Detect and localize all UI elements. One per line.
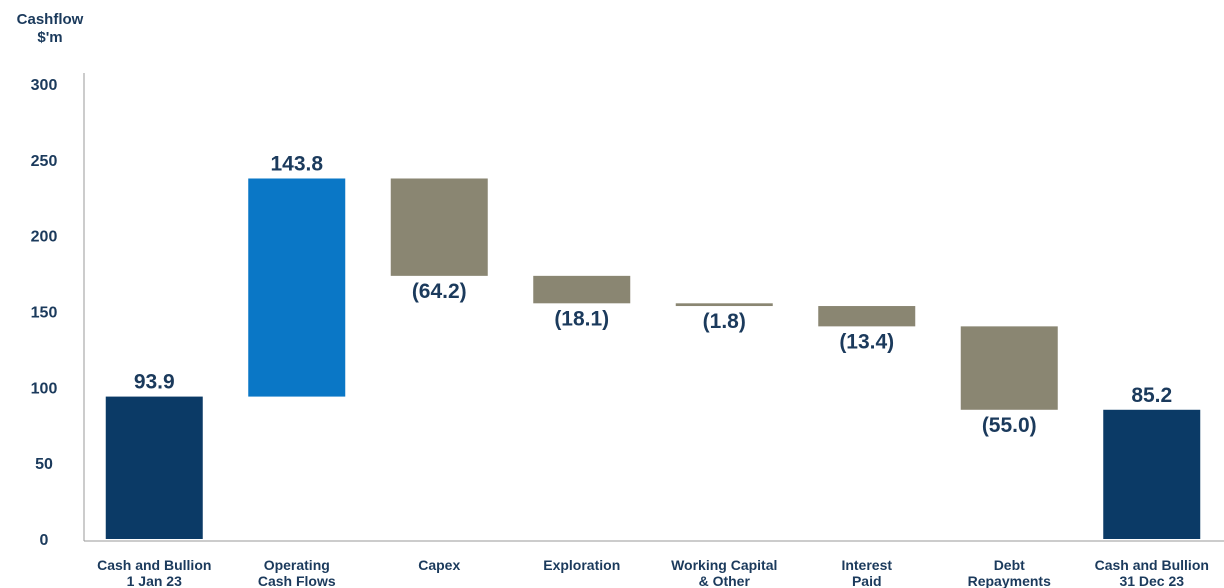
y-tick-label: 250 bbox=[31, 153, 58, 170]
category-label-0: Cash and Bullion bbox=[97, 557, 211, 573]
category-label-3: Exploration bbox=[543, 557, 620, 573]
category-label-5: Paid bbox=[852, 573, 882, 588]
bar-0 bbox=[105, 396, 203, 539]
bar-5 bbox=[818, 306, 916, 327]
y-axis-title-line: $'m bbox=[37, 29, 62, 46]
y-tick-label: 200 bbox=[31, 229, 58, 246]
y-tick-label: 0 bbox=[40, 532, 49, 549]
y-axis-ticks: 0 50 100 150 200 250 300 bbox=[31, 77, 58, 549]
bar-6 bbox=[960, 326, 1058, 410]
y-axis-title-line: Cashflow bbox=[17, 11, 84, 28]
y-axis-title: Cashflow$'m bbox=[17, 11, 84, 46]
bars bbox=[105, 178, 1201, 539]
data-label-0: 93.9 bbox=[134, 371, 175, 394]
data-label-3: (18.1) bbox=[554, 307, 609, 330]
data-label-6: (55.0) bbox=[982, 414, 1037, 437]
y-tick-label: 300 bbox=[31, 77, 58, 94]
category-label-5: Interest bbox=[841, 557, 892, 573]
data-labels: 93.9 143.8 (64.2) (18.1) (1.8) (13.4) (55.0) 85… bbox=[134, 152, 1172, 436]
category-label-1: Cash Flows bbox=[258, 573, 336, 588]
data-label-7: 85.2 bbox=[1131, 384, 1172, 407]
category-label-6: Debt bbox=[994, 557, 1025, 573]
category-label-6: Repayments bbox=[968, 573, 1051, 588]
category-label-4: & Other bbox=[699, 573, 751, 588]
y-tick-label: 150 bbox=[31, 305, 58, 322]
bar-4 bbox=[675, 303, 773, 307]
category-label-7: Cash and Bullion bbox=[1095, 557, 1209, 573]
bar-2 bbox=[390, 178, 488, 276]
bar-1 bbox=[248, 178, 346, 397]
data-label-5: (13.4) bbox=[839, 330, 894, 353]
category-label-4: Working Capital bbox=[671, 557, 777, 573]
y-tick-label: 50 bbox=[35, 456, 53, 473]
category-label-0: 1 Jan 23 bbox=[127, 573, 182, 588]
category-label-2: Capex bbox=[418, 557, 460, 573]
data-label-2: (64.2) bbox=[412, 280, 467, 303]
category-label-7: 31 Dec 23 bbox=[1119, 573, 1184, 588]
bar-7 bbox=[1103, 409, 1201, 539]
data-label-1: 143.8 bbox=[270, 152, 323, 175]
bar-3 bbox=[533, 275, 631, 304]
category-label-1: Operating bbox=[264, 557, 330, 573]
data-label-4: (1.8) bbox=[703, 310, 746, 333]
y-tick-label: 100 bbox=[31, 380, 58, 397]
